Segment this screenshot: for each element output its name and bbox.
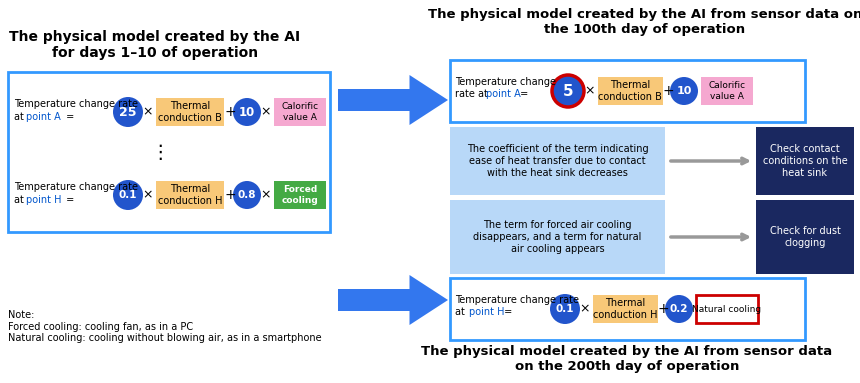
Text: =: = bbox=[517, 89, 528, 99]
Bar bbox=[701, 77, 753, 105]
Text: ⋮: ⋮ bbox=[150, 144, 169, 162]
Circle shape bbox=[665, 295, 693, 323]
Bar bbox=[450, 127, 665, 195]
Bar bbox=[338, 289, 409, 311]
Bar bbox=[593, 295, 658, 323]
Text: 5: 5 bbox=[562, 83, 574, 98]
Text: at: at bbox=[14, 112, 27, 122]
Bar bbox=[274, 181, 326, 209]
Bar bbox=[8, 72, 330, 232]
Text: 0.8: 0.8 bbox=[237, 190, 256, 200]
Text: Temperature change: Temperature change bbox=[455, 77, 556, 87]
Text: at: at bbox=[14, 195, 27, 205]
Text: Thermal
conduction H: Thermal conduction H bbox=[593, 298, 657, 320]
Text: Check contact
conditions on the
heat sink: Check contact conditions on the heat sin… bbox=[763, 144, 847, 178]
Circle shape bbox=[552, 75, 584, 107]
Text: =: = bbox=[501, 307, 513, 317]
Text: rate at: rate at bbox=[455, 89, 491, 99]
Text: 10: 10 bbox=[239, 105, 255, 118]
Text: 0.2: 0.2 bbox=[670, 304, 688, 314]
Bar bbox=[450, 278, 805, 340]
Text: Thermal
conduction H: Thermal conduction H bbox=[157, 184, 222, 206]
Bar bbox=[156, 98, 224, 126]
Text: Natural cooling: Natural cooling bbox=[692, 304, 762, 314]
Text: ×: × bbox=[261, 105, 271, 118]
Text: ×: × bbox=[585, 85, 595, 98]
Text: Temperature change rate: Temperature change rate bbox=[14, 99, 138, 109]
Text: at: at bbox=[455, 307, 468, 317]
Text: 25: 25 bbox=[120, 105, 137, 118]
Bar bbox=[338, 89, 409, 111]
Text: Calorific
value A: Calorific value A bbox=[281, 102, 318, 122]
Text: ×: × bbox=[580, 303, 590, 316]
Text: The physical model created by the AI from sensor data on
the 100th day of operat: The physical model created by the AI fro… bbox=[427, 8, 860, 36]
Polygon shape bbox=[409, 75, 448, 125]
Polygon shape bbox=[409, 275, 448, 325]
Text: Check for dust
clogging: Check for dust clogging bbox=[770, 226, 840, 248]
Text: The physical model created by the AI from sensor data
on the 200th day of operat: The physical model created by the AI fro… bbox=[421, 345, 832, 373]
Text: +: + bbox=[224, 105, 236, 119]
Bar bbox=[696, 295, 758, 323]
Bar bbox=[274, 98, 326, 126]
Text: The coefficient of the term indicating
ease of heat transfer due to contact
with: The coefficient of the term indicating e… bbox=[467, 144, 648, 178]
Bar bbox=[756, 200, 854, 274]
Text: +: + bbox=[662, 84, 674, 98]
Text: Thermal
conduction B: Thermal conduction B bbox=[598, 80, 662, 102]
Text: ×: × bbox=[143, 188, 153, 201]
Text: =: = bbox=[63, 112, 74, 122]
Text: Forced
cooling: Forced cooling bbox=[281, 185, 318, 205]
Text: Note:
Forced cooling: cooling fan, as in a PC
Natural cooling: cooling without b: Note: Forced cooling: cooling fan, as in… bbox=[8, 310, 322, 343]
Text: Thermal
conduction B: Thermal conduction B bbox=[158, 101, 222, 123]
Text: 0.1: 0.1 bbox=[119, 190, 138, 200]
Bar bbox=[450, 200, 665, 274]
Text: ×: × bbox=[143, 105, 153, 118]
Circle shape bbox=[233, 98, 261, 126]
Text: point A: point A bbox=[486, 89, 521, 99]
Text: Calorific
value A: Calorific value A bbox=[709, 81, 746, 101]
Text: point A: point A bbox=[26, 112, 61, 122]
Text: Temperature change rate: Temperature change rate bbox=[14, 182, 138, 192]
Circle shape bbox=[113, 180, 143, 210]
Text: 0.1: 0.1 bbox=[556, 304, 574, 314]
Bar bbox=[156, 181, 224, 209]
Text: ×: × bbox=[261, 188, 271, 201]
Text: The physical model created by the AI
for days 1–10 of operation: The physical model created by the AI for… bbox=[9, 30, 300, 60]
Text: The term for forced air cooling
disappears, and a term for natural
air cooling a: The term for forced air cooling disappea… bbox=[473, 220, 642, 254]
Circle shape bbox=[670, 77, 698, 105]
Bar bbox=[598, 77, 663, 105]
Text: point H: point H bbox=[26, 195, 62, 205]
Text: +: + bbox=[657, 302, 669, 316]
Circle shape bbox=[550, 294, 580, 324]
Text: =: = bbox=[63, 195, 74, 205]
Circle shape bbox=[113, 97, 143, 127]
Text: 10: 10 bbox=[676, 86, 691, 96]
Bar bbox=[450, 60, 805, 122]
Bar bbox=[756, 127, 854, 195]
Text: Temperature change rate: Temperature change rate bbox=[455, 295, 579, 305]
Text: point H: point H bbox=[469, 307, 505, 317]
Circle shape bbox=[233, 181, 261, 209]
Text: +: + bbox=[224, 188, 236, 202]
